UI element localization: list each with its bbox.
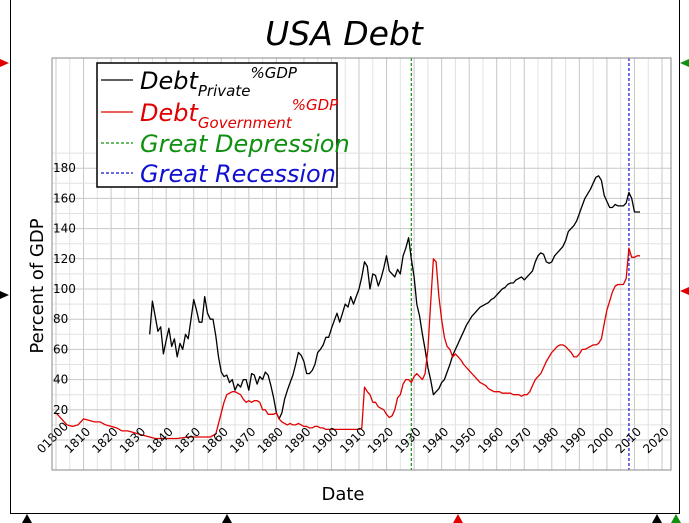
right-top-marker: [680, 59, 689, 67]
y-tick-label: 180: [53, 161, 76, 175]
left-top-marker: [0, 59, 9, 67]
y-tick-label: 60: [53, 342, 68, 356]
y-tick-label: 20: [53, 403, 68, 417]
y-tick-labels: 20 40 60 80 100 120 140 160 180: [53, 161, 76, 417]
y-tick-label: 120: [53, 252, 76, 266]
y-tick-label: 40: [53, 373, 68, 387]
edge-markers: [0, 59, 689, 523]
legend-entry: Great Recession: [140, 160, 336, 188]
bottom-right-marker: [652, 514, 662, 523]
event-lines: [410, 58, 630, 470]
left-mid-marker: [0, 291, 9, 299]
bottom-mid-marker: [222, 514, 232, 523]
legend-box: [96, 62, 338, 188]
series-lines: [55, 175, 640, 440]
government-debt-line: [55, 247, 640, 440]
private-debt-line: [149, 175, 640, 420]
bottom-left-marker: [22, 514, 32, 523]
y-tick-label: 80: [53, 312, 68, 326]
right-mid-marker: [680, 287, 689, 295]
bottom-red-marker: [453, 514, 463, 523]
legend-entry: DebtGovernment%GDP: [140, 96, 339, 132]
plot-area-border: [51, 57, 672, 471]
y-tick-label: 100: [53, 282, 76, 296]
legend-entry: Great Depression: [140, 130, 350, 158]
y-tick-label: 160: [53, 191, 76, 205]
y-axis-label: Percent of GDP: [27, 218, 48, 353]
y-tick-label: 140: [53, 222, 76, 236]
chart-frame: [10, 0, 680, 514]
x-axis-label: Date: [321, 484, 364, 505]
legend-entry: DebtPrivate%GDP: [140, 64, 298, 100]
bottom-green-marker: [671, 514, 681, 523]
chart-title: USA Debt: [265, 14, 424, 53]
